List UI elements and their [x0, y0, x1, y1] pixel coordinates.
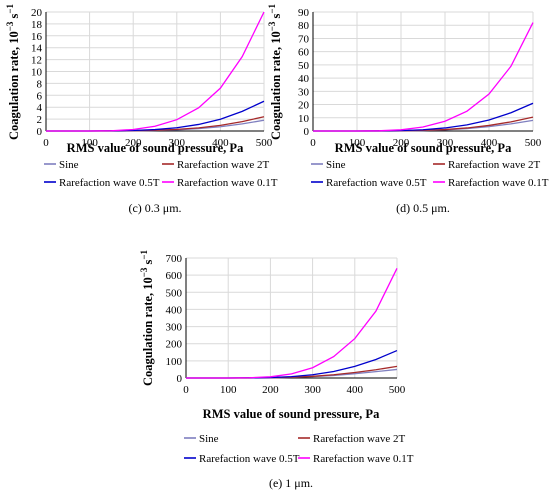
y-axis-label-exponent: −1: [5, 4, 15, 14]
y-tick-label: 20: [298, 100, 310, 112]
y-axis-label-exponent: −3: [139, 267, 149, 277]
y-tick-label: 6: [37, 90, 43, 102]
y-axis-label-part: s: [269, 14, 283, 22]
legend-label-1: Rarefaction wave 2T: [177, 159, 270, 171]
x-tick-label: 300: [437, 137, 454, 149]
x-axis-label: RMS value of sound pressure, Pa: [67, 141, 244, 155]
y-axis-label: Coagulation rate, 10−3 s−1: [267, 4, 283, 140]
x-tick-label: 400: [212, 137, 229, 149]
y-tick-label: 30: [298, 86, 310, 98]
y-tick-label: 2: [37, 114, 43, 126]
y-tick-label: 60: [298, 47, 310, 59]
legend-label-0: Sine: [199, 433, 219, 445]
series-line-3: [313, 22, 534, 132]
x-tick-label: 500: [256, 137, 273, 149]
legend-label-3: Rarefaction wave 0.1T: [177, 177, 278, 189]
legend-label-3: Rarefaction wave 0.1T: [313, 453, 414, 465]
y-tick-label: 300: [166, 322, 183, 334]
y-tick-label: 80: [298, 20, 310, 32]
y-axis-label: Coagulation rate, 10−3 s−1: [5, 4, 21, 140]
y-tick-label: 0: [177, 373, 183, 385]
x-tick-label: 300: [169, 137, 186, 149]
y-tick-label: 40: [298, 73, 310, 85]
y-tick-label: 700: [166, 253, 183, 265]
y-tick-label: 16: [31, 31, 43, 43]
x-tick-label: 0: [43, 137, 49, 149]
y-tick-label: 10: [298, 113, 310, 125]
legend-label-0: Sine: [326, 159, 346, 171]
x-tick-label: 100: [220, 384, 237, 396]
y-tick-label: 50: [298, 60, 310, 72]
y-tick-label: 12: [31, 55, 42, 67]
x-tick-label: 0: [310, 137, 316, 149]
y-axis-label-exponent: −3: [5, 21, 15, 31]
figure-caption: (e) 1 μm.: [269, 476, 313, 490]
x-tick-label: 200: [393, 137, 410, 149]
legend-label-0: Sine: [59, 159, 79, 171]
y-tick-label: 4: [37, 102, 43, 114]
x-axis-label: RMS value of sound pressure, Pa: [335, 141, 512, 155]
series-line-3: [46, 11, 265, 132]
x-tick-label: 200: [262, 384, 279, 396]
y-tick-label: 0: [37, 126, 43, 138]
y-tick-label: 500: [166, 287, 183, 299]
y-tick-label: 0: [304, 126, 310, 138]
series-line-3: [186, 268, 398, 379]
y-axis-label-part: Coagulation rate, 10: [269, 31, 283, 140]
legend-label-1: Rarefaction wave 2T: [448, 159, 541, 171]
legend-label-2: Rarefaction wave 0.5T: [199, 453, 300, 465]
y-tick-label: 200: [166, 339, 183, 351]
y-tick-label: 20: [31, 7, 43, 19]
x-tick-label: 100: [349, 137, 366, 149]
series-line-1: [313, 116, 534, 132]
x-tick-label: 500: [525, 137, 542, 149]
y-axis-label-part: s: [141, 260, 155, 268]
legend-label-2: Rarefaction wave 0.5T: [326, 177, 427, 189]
y-axis-label: Coagulation rate, 10−3 s−1: [139, 250, 155, 386]
x-tick-label: 500: [389, 384, 406, 396]
y-axis-label-exponent: −1: [267, 4, 277, 14]
x-tick-label: 300: [304, 384, 321, 396]
chart-2: 0 100 200 300 400 500 0 100 200 300 400 500 600 700 RM…: [139, 250, 414, 490]
y-tick-label: 70: [298, 33, 310, 45]
x-tick-label: 200: [125, 137, 142, 149]
y-tick-label: 600: [166, 270, 183, 282]
legend-label-1: Rarefaction wave 2T: [313, 433, 406, 445]
y-tick-label: 18: [31, 19, 43, 31]
x-tick-label: 400: [481, 137, 498, 149]
figure-caption: (c) 0.3 μm.: [128, 201, 181, 215]
y-tick-label: 400: [166, 304, 183, 316]
figure-caption: (d) 0.5 μm.: [396, 201, 450, 215]
y-tick-label: 10: [31, 67, 43, 79]
x-tick-label: 400: [347, 384, 364, 396]
y-axis-label-part: s: [7, 14, 21, 22]
y-tick-label: 8: [37, 78, 43, 90]
legend-label-3: Rarefaction wave 0.1T: [448, 177, 549, 189]
x-tick-label: 0: [183, 384, 189, 396]
y-tick-label: 14: [31, 43, 43, 55]
x-tick-label: 100: [81, 137, 98, 149]
y-tick-label: 90: [298, 7, 310, 19]
y-tick-label: 100: [166, 356, 183, 368]
y-axis-label-exponent: −3: [267, 21, 277, 31]
legend-label-2: Rarefaction wave 0.5T: [59, 177, 160, 189]
y-axis-label-exponent: −1: [139, 250, 149, 260]
y-axis-label-part: Coagulation rate, 10: [7, 31, 21, 140]
x-axis-label: RMS value of sound pressure, Pa: [203, 407, 380, 421]
y-axis-label-part: Coagulation rate, 10: [141, 277, 155, 386]
